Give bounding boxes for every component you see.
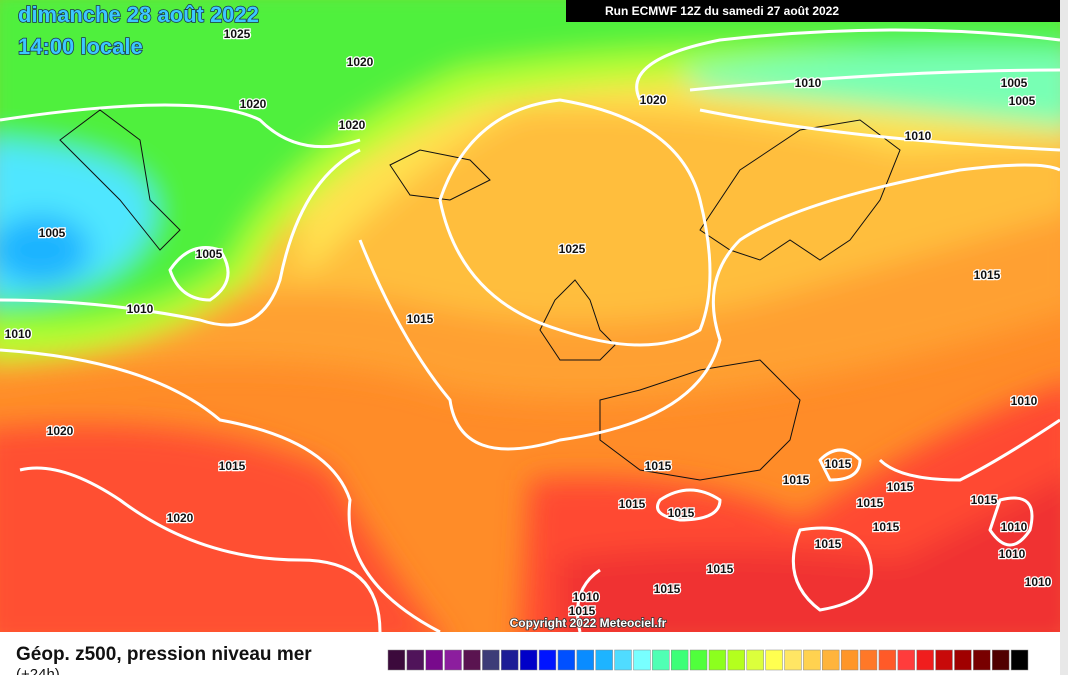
isobar [791,496,1034,612]
isobar-label: 1010 [127,302,154,316]
isobar-label: 1010 [5,327,32,341]
isobar-label: 1015 [645,459,672,473]
color-swatch [784,649,802,671]
map-subtitle: 14:00 locale [18,34,143,59]
isobar [689,68,1060,152]
color-swatch [670,649,689,671]
copyright: Copyright 2022 Meteociel.fr [510,616,667,630]
color-swatch [425,649,443,671]
isobar-label: 1015 [569,604,596,618]
color-swatch [859,649,878,671]
isobar [358,163,1060,451]
isobar-label: 1025 [559,242,586,256]
isobar-label: 1015 [815,537,842,551]
field [0,0,1060,632]
color-swatch [746,649,764,671]
legend-note: (+24h) [16,666,60,675]
isobar-label: 1015 [407,312,434,326]
isobar [0,348,441,632]
isobar-label: 1010 [573,590,600,604]
color-swatch [1010,649,1029,671]
color-swatch [652,649,670,671]
isobar-label: 1020 [640,93,667,107]
isobar [19,466,382,632]
run-box [566,0,1060,22]
isobar-label: 1015 [619,497,646,511]
isobar-label: 1005 [196,247,223,261]
color-swatch [991,649,1010,671]
color-swatch [633,649,651,671]
isobar-label: 1005 [39,226,66,240]
isobar-label: 1010 [1025,575,1052,589]
isobar-label: 1015 [668,506,695,520]
isobar [656,448,862,522]
isobar-label: 1005 [1009,94,1036,108]
isobar-label: 1020 [240,97,267,111]
isobar-label: 1015 [974,268,1001,282]
isobar [438,98,712,347]
isobar-label: 1020 [167,511,194,525]
isobar [0,103,361,149]
color-swatch [482,649,500,671]
isobar [0,148,361,327]
color-swatch [444,649,462,671]
color-swatch [614,649,632,671]
color-swatch [765,649,783,671]
color-swatch [519,649,538,671]
color-swatch [595,649,613,671]
color-swatch [463,649,481,671]
isobar-label: 1010 [999,547,1026,561]
color-swatch [822,649,840,671]
color-swatch [935,649,953,671]
isobar-label: 1020 [347,55,374,69]
scrollbar [1060,0,1068,675]
color-swatch [576,649,594,671]
coastlines [59,109,901,481]
color-swatch [878,649,897,671]
map-title: dimanche 28 août 2022 [18,2,259,27]
color-swatch [689,649,708,671]
isobar [576,418,1060,632]
color-swatch [803,649,821,671]
isobar-label: 1020 [339,118,366,132]
isobar-label: 1015 [971,493,998,507]
isobar-label: 1015 [887,480,914,494]
color-swatch [708,649,727,671]
isobar [168,246,230,302]
color-swatch [557,649,576,671]
color-swatch [387,649,406,671]
legend-title: Géop. z500, pression niveau mer [16,644,312,665]
isobar-label: 1015 [654,582,681,596]
isobar-label: 1010 [1011,394,1038,408]
run-text: Run ECMWF 12Z du samedi 27 août 2022 [605,4,839,18]
color-swatch [916,649,934,671]
color-swatch [727,649,746,671]
isobar-label: 1015 [707,562,734,576]
isobar-label: 1020 [47,424,74,438]
color-swatch [406,649,425,671]
isobar-label: 1015 [219,459,246,473]
isobar-label: 1010 [795,76,822,90]
color-swatch [501,649,519,671]
color-swatch [954,649,972,671]
color-swatch [897,649,915,671]
isobar-label: 1015 [825,457,852,471]
color-swatch [538,649,557,671]
isobar-label: 1010 [1001,520,1028,534]
isobar-label: 1025 [224,27,251,41]
isobar-label: 1015 [873,520,900,534]
isobar [635,28,1060,101]
color-swatch [973,649,991,671]
isobar-label: 1005 [1001,76,1028,90]
isobar-label: 1010 [905,129,932,143]
color-swatch [840,649,859,671]
isobar-label: 1015 [857,496,884,510]
isobar-label: 1015 [783,473,810,487]
